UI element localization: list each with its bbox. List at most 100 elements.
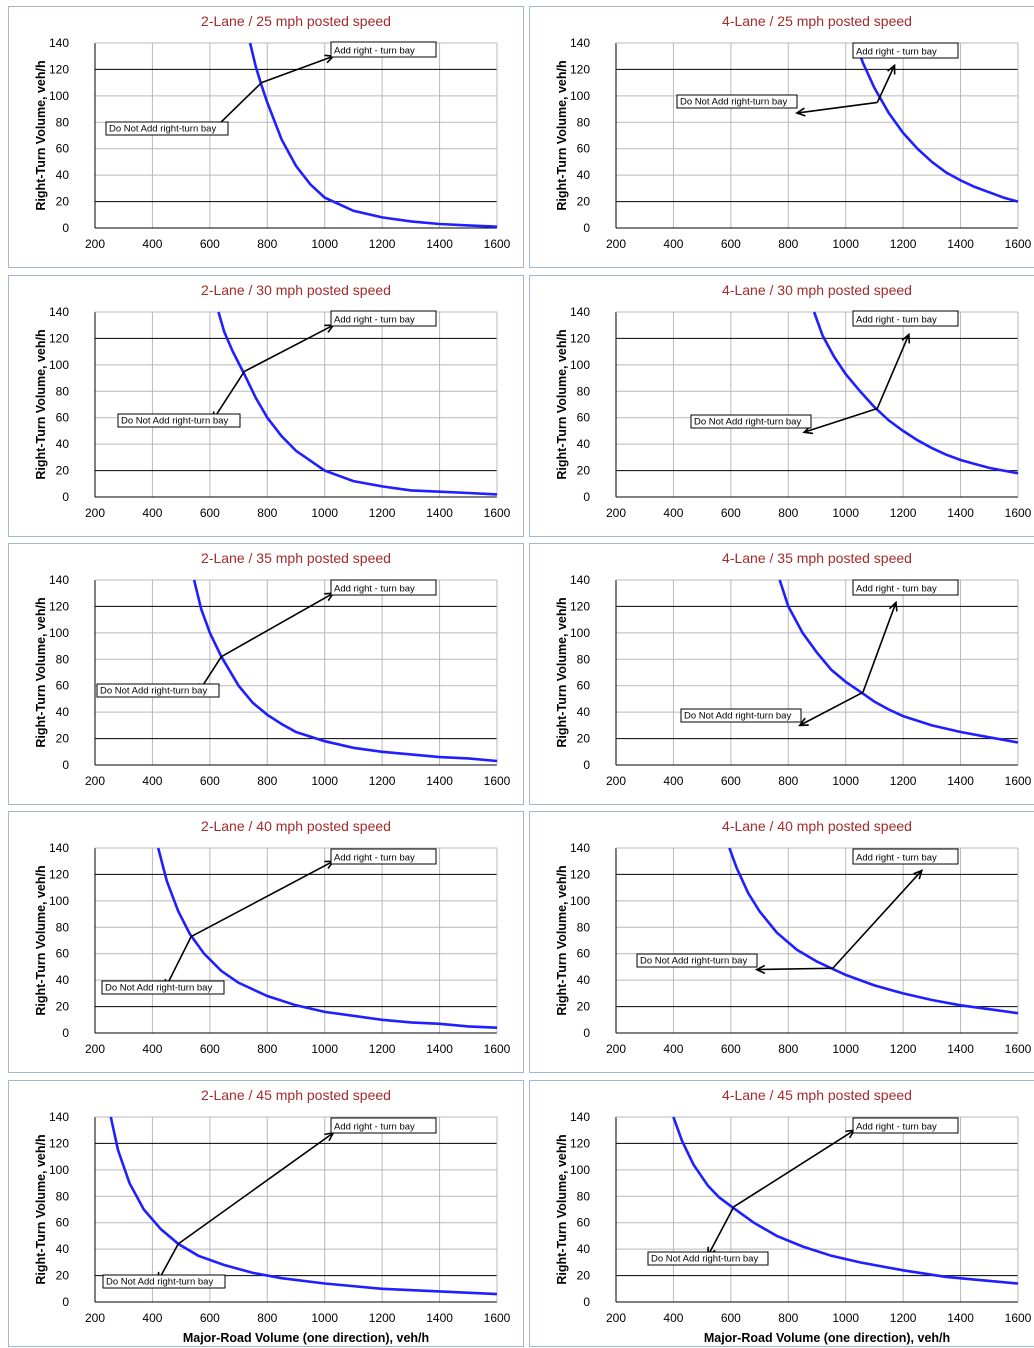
- y-tick-label: 40: [577, 705, 591, 719]
- y-tick-label: 40: [56, 168, 70, 182]
- chart-title: 2-Lane / 30 mph posted speed: [201, 282, 391, 298]
- y-tick-label: 20: [56, 1269, 70, 1283]
- y-tick-label: 140: [570, 36, 590, 50]
- y-tick-label: 20: [56, 732, 70, 746]
- annotation-arrow: [863, 602, 896, 692]
- x-tick-label: 1000: [832, 1042, 859, 1056]
- x-tick-label: 800: [778, 1042, 798, 1056]
- y-tick-label: 100: [49, 626, 69, 640]
- x-tick-label: 1000: [832, 774, 859, 788]
- x-tick-label: 1000: [832, 506, 859, 520]
- y-tick-label: 120: [570, 1136, 590, 1150]
- y-axis-label: Right-Turn Volume, veh/h: [555, 597, 569, 747]
- x-tick-label: 600: [721, 237, 741, 251]
- x-tick-label: 1000: [311, 1311, 338, 1325]
- x-tick-label: 1200: [369, 774, 396, 788]
- x-tick-label: 800: [778, 506, 798, 520]
- chart-svg: 2-Lane / 40 mph posted speed020406080100…: [9, 812, 525, 1074]
- chart-svg: 2-Lane / 45 mph posted speed020406080100…: [9, 1081, 525, 1348]
- annotation-arrow: [804, 408, 877, 432]
- y-tick-label: 100: [49, 1163, 69, 1177]
- x-tick-label: 400: [142, 506, 162, 520]
- y-tick-label: 0: [62, 1295, 69, 1309]
- chart-title: 2-Lane / 25 mph posted speed: [201, 13, 391, 29]
- x-tick-label: 1600: [1005, 1042, 1032, 1056]
- x-tick-label: 1600: [1005, 1311, 1032, 1325]
- annotation-label: Add right - turn bay: [856, 853, 937, 864]
- annotation-label: Add right - turn bay: [856, 315, 937, 326]
- annotation-label: Do Not Add right-turn bay: [106, 1277, 213, 1288]
- x-tick-label: 800: [257, 506, 277, 520]
- y-tick-label: 120: [570, 867, 590, 881]
- x-tick-label: 400: [663, 506, 683, 520]
- y-tick-label: 80: [56, 115, 70, 129]
- y-tick-label: 100: [49, 894, 69, 908]
- y-tick-label: 0: [62, 1026, 69, 1040]
- annotation-arrow: [221, 593, 333, 656]
- x-tick-label: 400: [663, 774, 683, 788]
- annotation-arrow: [213, 371, 245, 420]
- x-tick-label: 600: [200, 1311, 220, 1325]
- y-tick-label: 0: [62, 490, 69, 504]
- x-tick-label: 600: [721, 1311, 741, 1325]
- chart-svg: 2-Lane / 30 mph posted speed020406080100…: [9, 276, 525, 538]
- chart-svg: 4-Lane / 35 mph posted speed020406080100…: [530, 544, 1034, 806]
- x-tick-label: 200: [606, 237, 626, 251]
- x-tick-label: 400: [142, 237, 162, 251]
- x-axis-label: Major-Road Volume (one direction), veh/h: [704, 1331, 950, 1345]
- y-tick-label: 120: [49, 62, 69, 76]
- x-tick-label: 1400: [426, 774, 453, 788]
- y-tick-label: 40: [56, 437, 70, 451]
- y-axis-label: Right-Turn Volume, veh/h: [555, 329, 569, 479]
- x-tick-label: 1000: [311, 506, 338, 520]
- y-tick-label: 40: [577, 973, 591, 987]
- series-line: [194, 580, 497, 761]
- y-tick-label: 140: [570, 305, 590, 319]
- annotation-arrow: [178, 1133, 333, 1244]
- x-tick-label: 1400: [426, 1042, 453, 1056]
- chart-svg: 4-Lane / 40 mph posted speed020406080100…: [530, 812, 1034, 1074]
- series-line: [814, 312, 1018, 473]
- y-tick-label: 60: [56, 142, 70, 156]
- annotation-label: Add right - turn bay: [856, 47, 937, 58]
- y-tick-label: 20: [577, 732, 591, 746]
- annotation-label: Do Not Add right-turn bay: [680, 97, 787, 108]
- y-tick-label: 0: [583, 1026, 590, 1040]
- x-tick-label: 200: [85, 774, 105, 788]
- x-tick-label: 1200: [369, 1311, 396, 1325]
- chart-title: 4-Lane / 45 mph posted speed: [722, 1087, 912, 1103]
- chart-svg: 4-Lane / 25 mph posted speed020406080100…: [530, 7, 1034, 269]
- y-tick-label: 60: [56, 1216, 70, 1230]
- x-tick-label: 800: [778, 774, 798, 788]
- x-tick-label: 400: [142, 774, 162, 788]
- annotation-label: Do Not Add right-turn bay: [640, 956, 747, 967]
- chart-title: 2-Lane / 45 mph posted speed: [201, 1087, 391, 1103]
- x-tick-label: 600: [721, 774, 741, 788]
- series-line: [158, 848, 497, 1028]
- y-tick-label: 40: [56, 705, 70, 719]
- y-tick-label: 40: [56, 1242, 70, 1256]
- y-tick-label: 0: [62, 758, 69, 772]
- y-axis-label: Right-Turn Volume, veh/h: [34, 865, 48, 1015]
- y-tick-label: 140: [570, 573, 590, 587]
- y-tick-label: 100: [570, 358, 590, 372]
- y-axis-label: Right-Turn Volume, veh/h: [555, 865, 569, 1015]
- x-tick-label: 400: [663, 1311, 683, 1325]
- y-tick-label: 0: [583, 758, 590, 772]
- chart-svg: 4-Lane / 30 mph posted speed020406080100…: [530, 276, 1034, 538]
- x-tick-label: 800: [778, 1311, 798, 1325]
- series-line: [729, 848, 1018, 1013]
- y-tick-label: 120: [49, 1136, 69, 1150]
- y-axis-label: Right-Turn Volume, veh/h: [34, 1134, 48, 1284]
- annotation-arrow: [877, 334, 909, 408]
- y-tick-label: 60: [56, 679, 70, 693]
- x-tick-label: 400: [663, 1042, 683, 1056]
- x-tick-label: 1200: [369, 237, 396, 251]
- x-tick-label: 1200: [890, 774, 917, 788]
